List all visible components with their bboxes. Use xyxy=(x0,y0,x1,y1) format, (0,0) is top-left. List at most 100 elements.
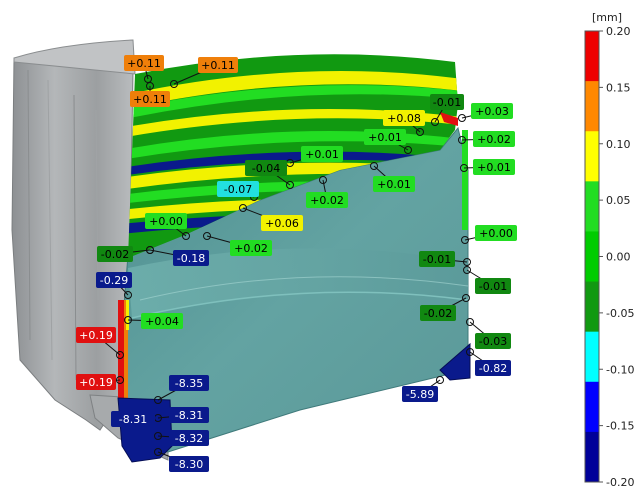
colorbar-tick-label: 0.00 xyxy=(606,251,631,264)
callout-anchor-point xyxy=(116,376,124,384)
deviation-callout[interactable]: +0.02 xyxy=(306,192,348,208)
part-teal-fillet xyxy=(128,248,468,318)
deviation-callout[interactable]: -0.01 xyxy=(419,251,455,267)
deviation-colorbar: 0.20 0.15 0.10 0.05 0.00 -0.05 -0.10 -0.15 -0.20 xyxy=(584,25,634,489)
corner-blue-block xyxy=(439,342,471,381)
callout-box xyxy=(111,411,155,427)
deviation-callout[interactable]: +0.01 xyxy=(301,146,343,162)
deviation-callout[interactable]: +0.01 xyxy=(473,159,515,175)
deviation-callout[interactable]: -0.02 xyxy=(420,305,456,321)
callout-value: +0.11 xyxy=(201,59,235,72)
deviation-callout[interactable]: +0.04 xyxy=(141,313,183,329)
deviation-callout[interactable]: -0.18 xyxy=(173,250,209,266)
callout-box xyxy=(169,430,209,446)
callout-value: -0.07 xyxy=(224,183,252,196)
part-gray-top xyxy=(13,39,136,75)
deviation-callout[interactable]: -0.01 xyxy=(430,94,464,110)
callout-box xyxy=(471,103,513,119)
callout-value: -0.02 xyxy=(424,307,452,320)
deviation-callout[interactable]: +0.19 xyxy=(76,374,116,390)
callout-value: +0.03 xyxy=(475,105,509,118)
callout-value: +0.01 xyxy=(368,131,402,144)
callout-box xyxy=(217,181,259,197)
callout-value: -0.01 xyxy=(479,280,507,293)
callout-box xyxy=(198,57,238,73)
deviation-callout[interactable]: +0.11 xyxy=(124,55,164,71)
deviation-callout[interactable]: -8.31 xyxy=(169,407,209,423)
colorbar-tick-label: -0.05 xyxy=(606,307,634,320)
callout-value: +0.19 xyxy=(79,376,113,389)
top-edge-red xyxy=(440,112,458,126)
colorbar-band xyxy=(585,281,599,333)
colorbar-band xyxy=(585,31,599,82)
callout-box xyxy=(475,278,511,294)
callout-box xyxy=(141,313,183,329)
right-edge-green xyxy=(462,130,468,230)
deviation-callout[interactable]: +0.06 xyxy=(261,215,303,231)
deviation-callout[interactable]: -0.03 xyxy=(475,333,511,349)
deviation-callout[interactable]: +0.03 xyxy=(471,103,513,119)
callout-anchor-point xyxy=(286,181,294,189)
callout-value: -8.35 xyxy=(175,377,203,390)
callout-box xyxy=(383,110,425,126)
deviation-callout[interactable]: +0.00 xyxy=(145,213,187,229)
callout-box xyxy=(96,272,132,288)
callout-anchor-point xyxy=(458,114,466,122)
deviation-callout[interactable]: +0.01 xyxy=(373,176,415,192)
deviation-callout[interactable]: -8.32 xyxy=(169,430,209,446)
callout-anchor-point xyxy=(458,136,466,144)
colorbar-band xyxy=(585,331,599,383)
callout-value: -0.01 xyxy=(423,253,451,266)
deviation-callout[interactable]: +0.11 xyxy=(198,57,238,73)
callout-anchor-point xyxy=(319,176,327,184)
callout-box xyxy=(301,146,343,162)
deviation-callout[interactable]: -5.89 xyxy=(402,386,438,402)
deviation-callout[interactable]: +0.02 xyxy=(230,240,272,256)
callout-anchor-point xyxy=(463,258,471,266)
callout-box xyxy=(420,305,456,321)
callout-value: +0.02 xyxy=(310,194,344,207)
deviation-callout[interactable]: +0.08 xyxy=(383,110,425,126)
edge-red-strip xyxy=(118,300,124,400)
callout-anchor-point xyxy=(124,291,132,299)
callout-anchor-point xyxy=(154,396,162,404)
callout-box xyxy=(430,94,464,110)
callout-value: -5.89 xyxy=(406,388,434,401)
callout-box xyxy=(306,192,348,208)
deviation-callout[interactable]: -0.29 xyxy=(96,272,132,288)
callout-anchor-point xyxy=(466,318,474,326)
deviation-callout[interactable]: +0.19 xyxy=(76,327,116,343)
edge-yellow-strip xyxy=(126,300,129,330)
deviation-callout[interactable]: -0.04 xyxy=(245,160,287,176)
callout-value: -0.03 xyxy=(479,335,507,348)
callout-value: +0.00 xyxy=(149,215,183,228)
deviation-callout[interactable]: +0.01 xyxy=(364,129,406,145)
callout-box xyxy=(261,215,303,231)
deviation-callout[interactable]: -0.82 xyxy=(475,360,511,376)
callout-value: -8.30 xyxy=(175,458,203,471)
deviation-callout[interactable]: +0.11 xyxy=(130,91,170,107)
callout-box xyxy=(475,333,511,349)
callout-box xyxy=(130,91,170,107)
deviation-callout[interactable]: +0.00 xyxy=(475,225,517,241)
callout-value: +0.02 xyxy=(234,242,268,255)
callout-anchor-point xyxy=(436,376,444,384)
deviation-callout[interactable]: +0.02 xyxy=(473,131,515,147)
callout-anchor-point xyxy=(116,351,124,359)
callout-box xyxy=(230,240,272,256)
deviation-callout[interactable]: -8.35 xyxy=(169,375,209,391)
callout-anchor-point xyxy=(431,118,439,126)
callout-value: +0.19 xyxy=(79,329,113,342)
deviation-callout[interactable]: -0.07 xyxy=(217,181,259,197)
deviation-callout[interactable]: -0.01 xyxy=(475,278,511,294)
callout-box xyxy=(169,456,209,472)
deviation-callout[interactable]: -8.30 xyxy=(169,456,209,472)
colorbar-tick-label: -0.15 xyxy=(606,420,634,433)
callout-anchor-point xyxy=(462,294,470,302)
deviation-callout[interactable]: -8.31 xyxy=(111,411,155,427)
callout-anchor-point xyxy=(404,146,412,154)
callout-value: +0.08 xyxy=(387,112,421,125)
deviation-callout[interactable]: -0.02 xyxy=(97,246,133,262)
